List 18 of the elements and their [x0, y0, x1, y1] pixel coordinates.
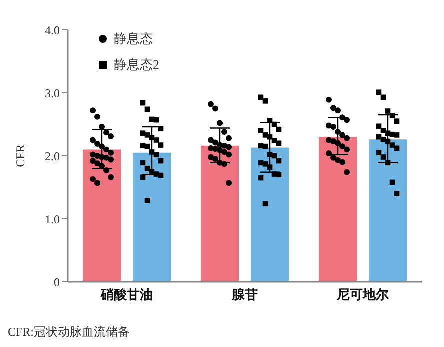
text: CFR:冠状动脉血流储备: [8, 324, 132, 341]
legend-label: 静息态: [114, 30, 153, 48]
bar: [83, 150, 121, 282]
y-tick-label: 2.0: [45, 149, 60, 164]
y-tick-label: 4.0: [45, 23, 60, 38]
x-tick-label: 尼可地尔: [336, 287, 390, 302]
x-tick-label: 硝酸甘油: [100, 287, 153, 302]
bar: [201, 146, 239, 282]
bar: [133, 152, 171, 282]
bar: [251, 148, 289, 282]
y-tick-label: 3.0: [45, 86, 60, 100]
y-tick-label: 1.0: [45, 212, 60, 226]
y-axis-title: CFR: [13, 144, 28, 168]
bar: [319, 137, 357, 282]
x-tick-label: 腺苷: [231, 287, 258, 302]
bar: [369, 140, 407, 282]
y-tick-label: 0: [54, 275, 60, 290]
legend-label: 静息态2: [114, 56, 160, 74]
